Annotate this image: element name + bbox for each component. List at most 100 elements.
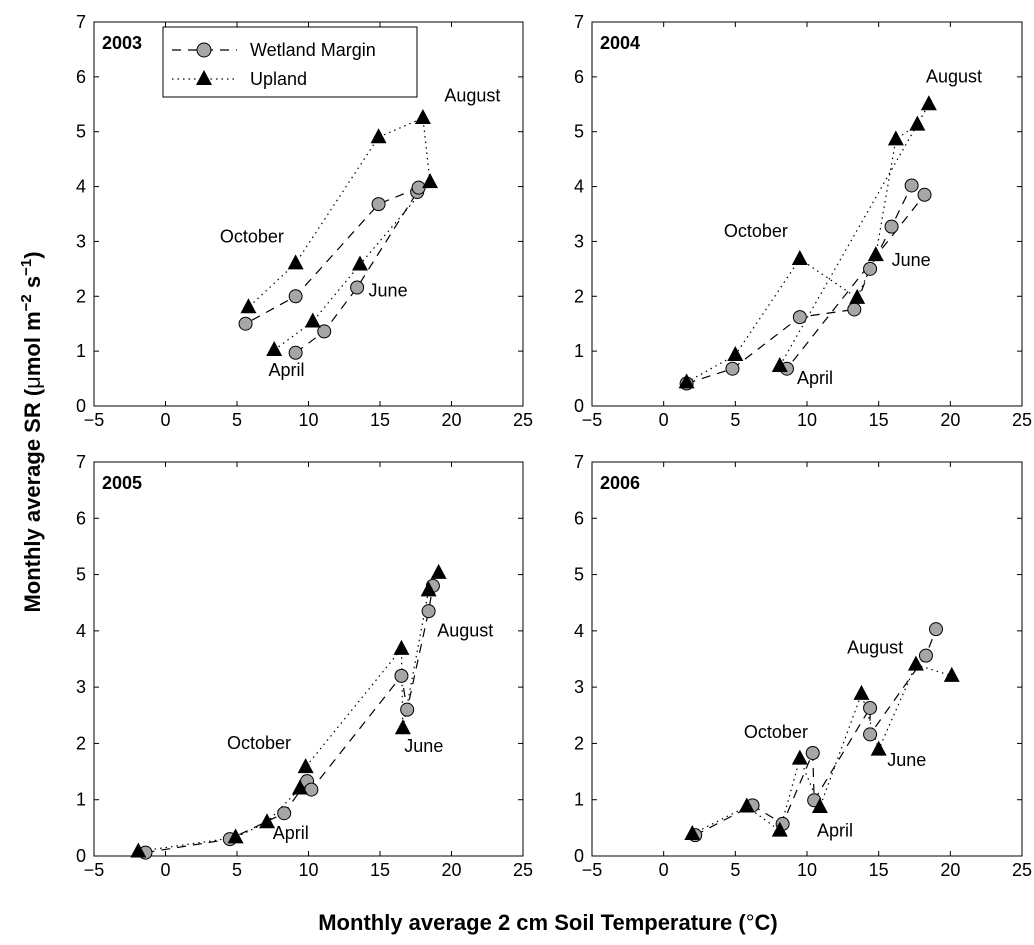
y-tick-label: 0 <box>574 846 584 866</box>
y-tick-label: 4 <box>76 621 86 641</box>
point-upland <box>287 254 304 270</box>
series-line-wetland-margin <box>245 186 420 354</box>
x-tick-label: 10 <box>298 860 318 880</box>
series-line-wetland-margin <box>686 184 926 385</box>
point-upland <box>130 842 147 858</box>
y-tick-label: 2 <box>76 733 86 753</box>
y-tick-label: 3 <box>76 677 86 697</box>
panel-2004: −5 0 5 10 15 20 2501234567AugustOctoberJuneApr… <box>574 12 1032 430</box>
point-upland <box>370 128 387 144</box>
point-wetland-margin <box>805 745 820 760</box>
point-wetland-margin <box>400 702 415 717</box>
y-tick-label: 6 <box>76 508 86 528</box>
legend-box <box>162 26 418 98</box>
point-upland <box>771 821 788 837</box>
point-wetland-margin <box>863 727 878 742</box>
panel-label: 2004 <box>600 33 640 53</box>
point-wetland-margin <box>917 187 932 202</box>
y-tick-label: 6 <box>574 67 584 87</box>
annotation-april: April <box>817 820 853 840</box>
point-wetland-margin <box>863 261 878 276</box>
point-wetland-margin <box>371 197 386 212</box>
panel-2006: −5 0 5 10 15 20 2501234567AugustOctoberJuneApr… <box>574 452 1032 880</box>
series-line-upland <box>686 103 930 383</box>
panels: −5 0 5 10 15 20 2501234567AugustOctoberJuneApr… <box>76 12 1032 880</box>
x-tick-label: 15 <box>869 410 889 430</box>
point-upland <box>304 312 321 328</box>
x-tick-label: 15 <box>869 860 889 880</box>
x-tick-label: −5 <box>582 860 603 880</box>
y-tick-label: 1 <box>76 790 86 810</box>
x-tick-label: 15 <box>370 860 390 880</box>
point-upland <box>738 797 755 813</box>
point-upland <box>351 255 368 271</box>
y-tick-label: 0 <box>76 846 86 866</box>
point-upland <box>430 563 447 579</box>
x-tick-label: 20 <box>940 410 960 430</box>
y-tick-label: 7 <box>574 452 584 472</box>
x-tick-label: 0 <box>659 860 669 880</box>
annotation-october: October <box>724 221 788 241</box>
x-tick-label: 0 <box>160 860 170 880</box>
y-tick-label: 6 <box>574 508 584 528</box>
legend-entry-wetland: Wetland Margin <box>172 40 376 60</box>
y-tick-label: 3 <box>76 231 86 251</box>
point-upland <box>266 341 283 357</box>
annotation-april: April <box>268 360 304 380</box>
point-wetland-margin <box>317 324 332 339</box>
x-tick-label: 15 <box>370 410 390 430</box>
x-tick-label: 20 <box>441 860 461 880</box>
y-tick-label: 7 <box>76 12 86 32</box>
annotation-august: August <box>847 637 903 657</box>
x-tick-label: 10 <box>797 410 817 430</box>
point-upland <box>684 825 701 841</box>
y-axis-title: Monthly average SR (μmol m−2 s−1) <box>18 251 45 612</box>
x-tick-label: 25 <box>1012 860 1032 880</box>
x-tick-label: −5 <box>582 410 603 430</box>
y-tick-label: 4 <box>76 177 86 197</box>
point-wetland-margin <box>929 622 943 637</box>
point-wetland-margin <box>847 302 862 317</box>
plot-frame <box>591 461 1023 857</box>
point-wetland-margin <box>904 178 919 193</box>
y-tick-label: 2 <box>76 286 86 306</box>
y-tick-label: 4 <box>574 177 584 197</box>
point-upland <box>771 356 788 372</box>
plot-frame <box>93 461 524 857</box>
x-tick-label: −5 <box>84 410 105 430</box>
point-upland <box>907 655 924 671</box>
point-wetland-margin <box>288 345 303 360</box>
point-upland <box>791 249 808 265</box>
point-wetland-margin <box>918 648 933 663</box>
x-axis-title: Monthly average 2 cm Soil Temperature (°… <box>318 910 778 935</box>
panel-2003: −5 0 5 10 15 20 2501234567AugustOctoberJuneApr… <box>76 12 533 430</box>
annotation-august: August <box>444 86 500 106</box>
annotation-october: October <box>227 733 291 753</box>
x-tick-label: 25 <box>513 860 533 880</box>
panel-label: 2003 <box>102 33 142 53</box>
legend: Wetland Margin Upland <box>162 26 418 98</box>
annotation-october: October <box>220 227 284 247</box>
series-line-upland <box>248 117 431 351</box>
y-tick-label: 0 <box>574 396 584 416</box>
point-upland <box>849 288 866 304</box>
x-tick-label: 10 <box>797 860 817 880</box>
y-tick-label: 3 <box>574 677 584 697</box>
panel-label: 2006 <box>600 473 640 493</box>
x-tick-label: 25 <box>1012 410 1032 430</box>
annotation-june: June <box>887 750 926 770</box>
point-wetland-margin <box>277 806 292 821</box>
annotation-august: August <box>437 620 493 640</box>
point-wetland-margin <box>884 219 899 234</box>
point-upland <box>943 666 960 682</box>
point-wetland-margin <box>725 361 740 376</box>
y-tick-label: 3 <box>574 231 584 251</box>
y-tick-label: 7 <box>574 12 584 32</box>
y-tick-label: 1 <box>574 341 584 361</box>
annotation-october: October <box>744 722 808 742</box>
y-tick-label: 6 <box>76 67 86 87</box>
point-wetland-margin <box>394 668 409 683</box>
point-upland <box>422 173 439 189</box>
